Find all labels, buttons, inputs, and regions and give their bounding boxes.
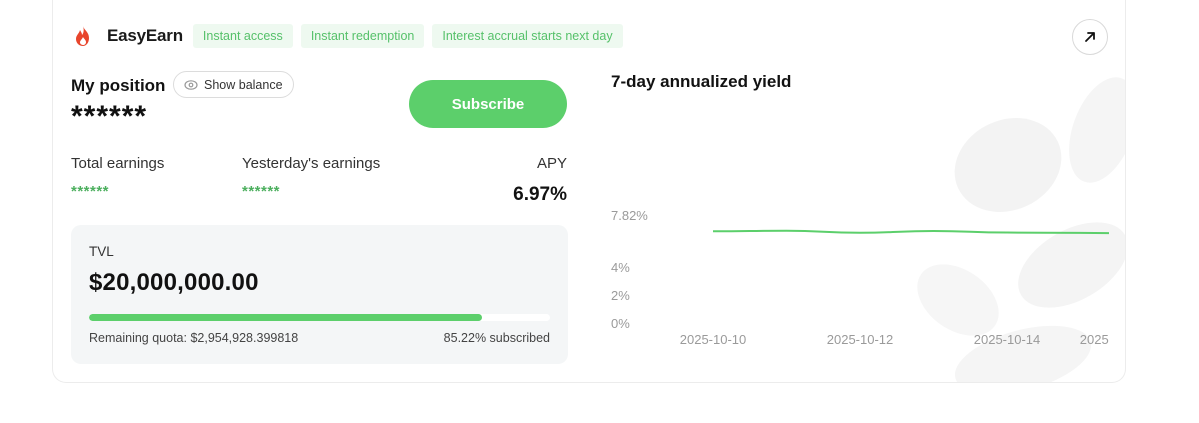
card-header: EasyEarn Instant access Instant redempti… [73,24,631,48]
tvl-label: TVL [89,244,114,259]
x-tick-label: 2025-10-10 [680,332,747,347]
position-value-masked: ****** [71,100,148,133]
x-tick-label: 2025-10-14 [974,332,1041,347]
feature-tag: Interest accrual starts next day [432,24,623,48]
apy-value: 6.97% [513,184,567,205]
subscription-progress-fill [89,314,482,321]
total-earnings-value: ****** [71,183,110,200]
y-tick-label: 2% [611,288,630,303]
arrow-up-right-icon [1085,32,1095,42]
feature-tag: Instant redemption [300,24,425,48]
y-tick-label: 4% [611,260,630,275]
x-tick-label: 2025-10-16 [1080,332,1109,347]
show-balance-button[interactable]: Show balance [173,71,294,98]
show-balance-label: Show balance [204,77,283,92]
eye-icon [184,79,198,90]
tvl-panel: TVL $20,000,000.00 Remaining quota: $2,9… [71,225,568,364]
subscription-progress-bar [89,314,550,321]
subscribed-percent: 85.22% subscribed [443,331,550,345]
easyearn-card: EasyEarn Instant access Instant redempti… [52,0,1126,383]
yesterday-earnings-value: ****** [242,183,281,200]
my-position-title: My position [71,76,166,95]
chart-title: 7-day annualized yield [611,72,792,91]
yield-series-line [712,229,1109,235]
yield-line-chart: 7.82% 4% 2% 0% 2025-10-10 2025-10-12 2025-10-1… [611,208,1109,347]
open-details-button[interactable] [1072,19,1108,55]
x-tick-label: 2025-10-12 [827,332,894,347]
yesterday-earnings-label: Yesterday's earnings [242,155,381,172]
tvl-value: $20,000,000.00 [89,269,259,296]
flame-icon [76,26,89,46]
brand-name: EasyEarn [107,26,183,45]
subscribe-button[interactable]: Subscribe [409,80,567,128]
remaining-quota: Remaining quota: $2,954,928.399818 [89,331,299,345]
total-earnings-label: Total earnings [71,155,165,172]
apy-label: APY [536,155,567,172]
y-tick-label: 0% [611,316,630,331]
feature-tag: Instant access [192,24,293,48]
decorative-coin-shape [1055,68,1125,192]
y-tick-label: 7.82% [611,208,648,223]
